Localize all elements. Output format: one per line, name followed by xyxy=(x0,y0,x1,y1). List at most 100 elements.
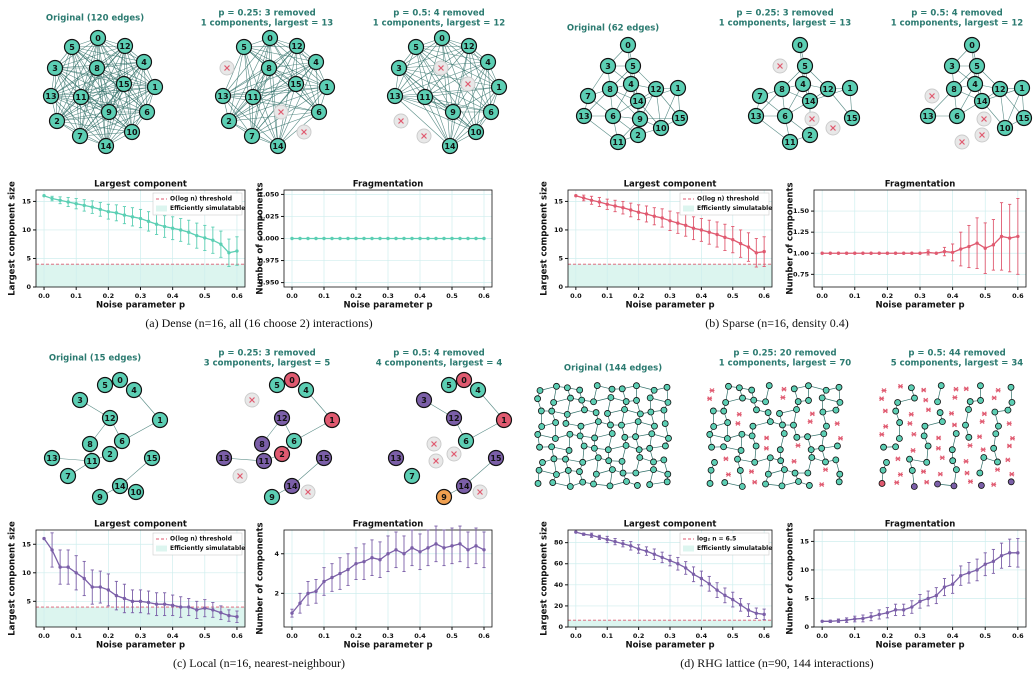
node xyxy=(441,137,459,155)
node xyxy=(801,126,819,144)
edge xyxy=(228,45,298,122)
point xyxy=(746,608,751,612)
node xyxy=(43,449,61,467)
node xyxy=(100,103,118,121)
node xyxy=(580,442,588,450)
node xyxy=(962,421,969,429)
node xyxy=(709,407,717,415)
edge xyxy=(97,37,148,113)
edge xyxy=(50,95,107,147)
node-label: 2 xyxy=(807,131,813,140)
node-label: 3 xyxy=(949,62,955,71)
node-label: 6 xyxy=(463,437,469,446)
point xyxy=(613,539,617,544)
node xyxy=(115,75,133,93)
y-tick-label: 1.000 xyxy=(258,235,279,243)
node-label: 6 xyxy=(119,437,125,446)
x-tick-label: 0.4 xyxy=(947,632,959,640)
point xyxy=(652,552,657,556)
node xyxy=(822,458,829,466)
node xyxy=(635,446,643,454)
node xyxy=(606,482,614,490)
y-tick-label: 5 xyxy=(558,254,563,262)
node-label: 0 xyxy=(969,41,975,50)
point xyxy=(660,216,664,220)
edge xyxy=(50,95,81,137)
y-axis-label: Number of components xyxy=(786,182,796,294)
point xyxy=(170,226,175,230)
node-label: 13 xyxy=(922,112,933,121)
node xyxy=(315,449,333,467)
node xyxy=(990,444,998,452)
point xyxy=(715,232,719,237)
x-axis-label: Noise parameter p xyxy=(625,641,714,651)
node xyxy=(214,87,232,105)
y-tick-label: 15 xyxy=(800,537,810,545)
node xyxy=(539,459,546,466)
node xyxy=(892,407,900,415)
node xyxy=(599,57,617,75)
network-title: 1 components, largest = 13 xyxy=(201,19,333,29)
node xyxy=(619,469,627,477)
x-tick-label: 0.3 xyxy=(914,632,926,640)
node-label: 10 xyxy=(470,128,482,137)
node xyxy=(310,103,328,121)
node-label: 9 xyxy=(97,493,103,502)
node xyxy=(215,449,233,467)
node xyxy=(96,376,114,394)
x-tick-label: 0.2 xyxy=(633,292,645,300)
node xyxy=(146,78,164,96)
node xyxy=(268,376,286,394)
edge xyxy=(54,67,148,113)
node xyxy=(843,109,861,127)
node-label: 5 xyxy=(413,43,419,52)
node-label: 15 xyxy=(846,114,858,123)
legend-label: Efficiently simulatable xyxy=(170,545,245,552)
node xyxy=(977,482,985,489)
x-tick-label: 0.1 xyxy=(601,292,613,300)
node xyxy=(664,470,672,478)
node xyxy=(255,452,273,470)
y-tick-label: 40 xyxy=(554,581,564,589)
node xyxy=(536,443,543,451)
removed-mark xyxy=(979,132,985,138)
node-label: 2 xyxy=(107,450,113,459)
point xyxy=(828,251,833,255)
point xyxy=(378,557,382,562)
line-chart: 0 5 10 15 0.0 0.1 0.2 0.3 0.4 0.5 0.6 O(log n) thre… xyxy=(540,180,773,311)
node xyxy=(307,53,325,71)
node xyxy=(123,123,141,141)
point xyxy=(434,236,438,241)
node xyxy=(590,398,597,406)
node xyxy=(445,409,463,427)
node-label: 15 xyxy=(490,454,502,463)
point xyxy=(836,619,841,623)
node xyxy=(835,383,843,391)
y-axis-label: Largest component size xyxy=(540,521,550,636)
point xyxy=(346,567,350,572)
node xyxy=(89,29,107,47)
x-tick-label: 0.6 xyxy=(758,292,770,300)
node xyxy=(623,478,630,485)
point xyxy=(652,214,657,218)
node xyxy=(579,87,597,105)
node xyxy=(283,371,301,389)
node xyxy=(994,458,1001,466)
point xyxy=(354,236,358,241)
node xyxy=(622,442,630,449)
node-label: 1 xyxy=(1019,84,1025,93)
node xyxy=(804,469,812,477)
node xyxy=(1008,399,1016,406)
edge xyxy=(50,37,99,97)
point xyxy=(644,212,649,216)
node xyxy=(608,385,616,393)
point xyxy=(466,236,470,241)
node xyxy=(723,435,731,442)
y-tick-label: 1.00 xyxy=(793,249,810,257)
network-title: p = 0.25: 3 removed xyxy=(736,9,833,19)
node-label: 1 xyxy=(496,83,502,92)
removed-mark xyxy=(438,65,444,71)
node-label: 2 xyxy=(279,450,285,459)
edge xyxy=(243,46,317,63)
